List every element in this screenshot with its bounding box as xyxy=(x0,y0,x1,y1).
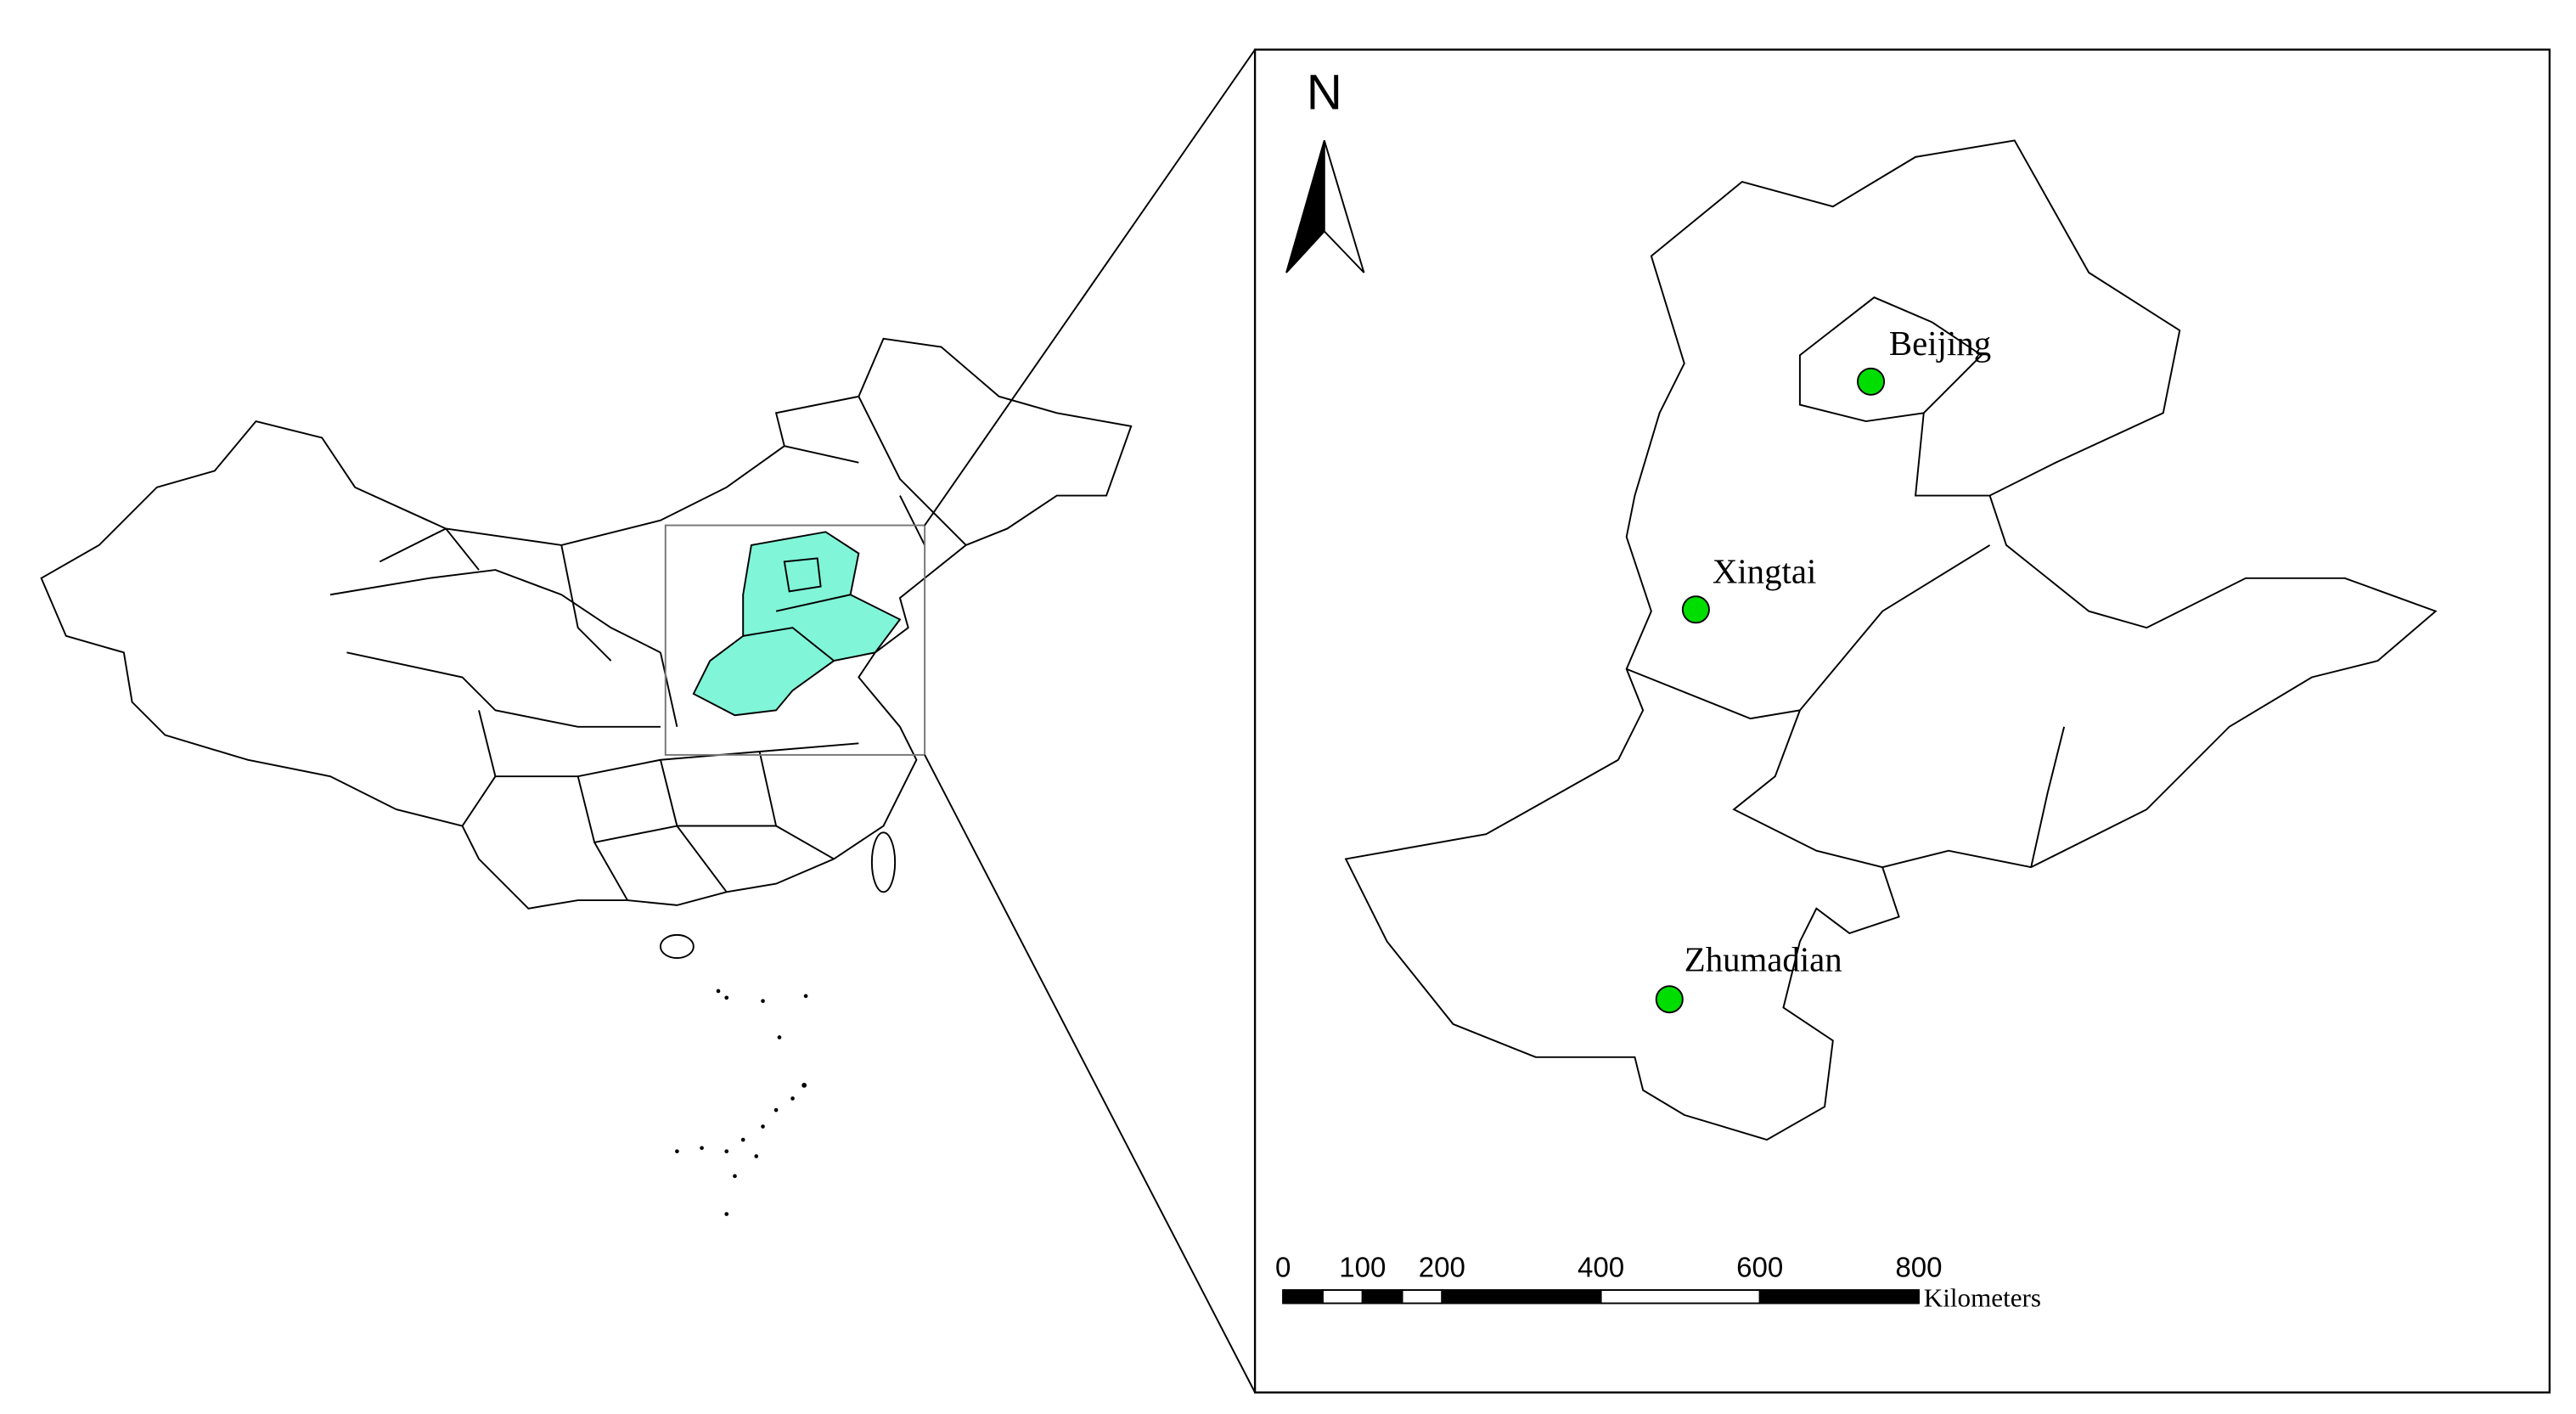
hainan xyxy=(659,933,695,960)
place-marker xyxy=(1655,985,1684,1014)
place-marker xyxy=(1857,367,1886,396)
scale-segment xyxy=(1401,1289,1443,1304)
study-region xyxy=(692,531,902,717)
inset-frame xyxy=(1253,48,2551,1394)
place-label: Beijing xyxy=(1889,324,1991,363)
scale-segment xyxy=(1758,1289,1920,1304)
scale-tick-label: 800 xyxy=(1895,1252,1942,1283)
scale-tick-label: 600 xyxy=(1736,1252,1783,1283)
scale-segment xyxy=(1441,1289,1602,1304)
scale-tick-label: 100 xyxy=(1339,1252,1386,1283)
scale-tick-label: 0 xyxy=(1275,1252,1291,1283)
arrow-right xyxy=(1323,140,1365,273)
zoom-line xyxy=(924,48,1256,527)
scale-tick-label: 200 xyxy=(1419,1252,1465,1283)
zoom-box xyxy=(664,524,926,756)
scale-tick-label: 400 xyxy=(1578,1252,1624,1283)
scale-segment xyxy=(1361,1289,1403,1304)
region-boundaries xyxy=(1626,296,2066,869)
study-region-lines xyxy=(743,557,851,662)
scale-segment xyxy=(1282,1289,1324,1304)
north-arrow: N xyxy=(1285,65,1365,273)
place-label: Xingtai xyxy=(1713,553,1816,591)
zoom-line xyxy=(924,754,1256,1394)
taiwan xyxy=(870,831,897,893)
country-outline xyxy=(40,337,1133,910)
scale-segment xyxy=(1321,1289,1364,1304)
scale-unit: Kilometers xyxy=(1924,1282,2041,1312)
places: Beijing Xingtai Zhumadian xyxy=(1655,324,1991,1014)
place-label: Zhumadian xyxy=(1685,941,1842,979)
islands xyxy=(675,989,808,1216)
place-marker xyxy=(1681,595,1710,624)
scale-segment xyxy=(1600,1289,1761,1304)
overview-map xyxy=(40,337,1133,1216)
province-lines xyxy=(329,396,967,901)
region-outline xyxy=(1344,139,2438,1141)
north-label: N xyxy=(1307,65,1342,120)
